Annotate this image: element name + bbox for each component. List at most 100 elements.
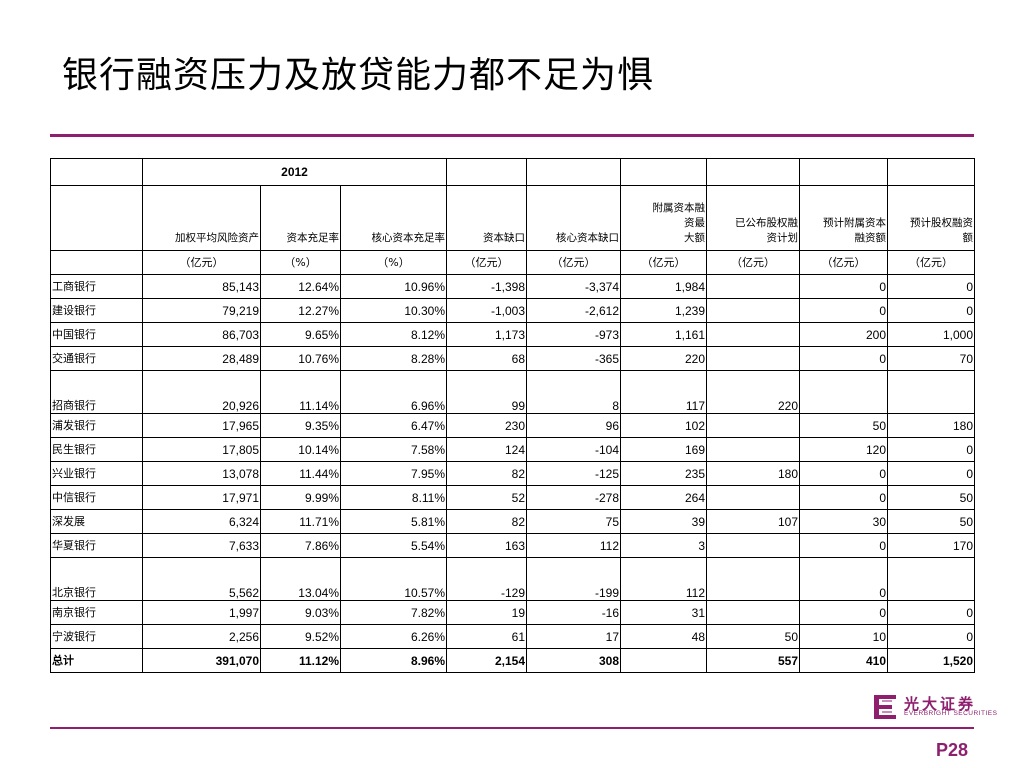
value-cell: -129: [446, 557, 528, 601]
bank-name-cell: 兴业银行: [50, 461, 143, 486]
bank-name-cell: 民生银行: [50, 437, 143, 462]
value-cell: 180: [887, 413, 976, 438]
unit-cell: （亿元）: [799, 250, 889, 275]
bank-name-cell: 中国银行: [50, 322, 143, 347]
value-cell: 1,173: [446, 322, 528, 347]
value-cell: 79,219: [142, 298, 261, 323]
value-cell: -365: [526, 346, 622, 371]
value-cell: 9.65%: [260, 322, 341, 347]
column-header: 核心资本缺口: [526, 185, 622, 251]
value-cell: 0: [799, 557, 889, 601]
value-cell: 48: [620, 624, 708, 649]
value-cell: 220: [620, 346, 708, 371]
column-header-line: 加权平均风险资产: [175, 232, 259, 244]
value-cell: 86,703: [142, 322, 261, 347]
empty-cell: [620, 158, 708, 186]
value-cell: 82: [446, 509, 528, 534]
table-row: 中国银行 86,703 9.65% 8.12% 1,173 -973 1,161 200 1,0…: [50, 322, 976, 347]
total-value-cell: 1,520: [887, 648, 976, 673]
logo-english-text: EVERBRIGHT SECURITIES: [904, 710, 998, 717]
bank-name-cell: 中信银行: [50, 485, 143, 510]
value-cell: 10.30%: [339, 298, 448, 323]
value-cell: -973: [526, 322, 622, 347]
value-cell: 235: [620, 461, 708, 486]
unit-cell: （亿元）: [142, 250, 261, 275]
bank-name-cell: 深发展: [50, 509, 143, 534]
total-value-cell: 8.96%: [339, 648, 448, 673]
bank-name-cell: 招商银行: [50, 370, 143, 414]
table-row: 交通银行 28,489 10.76% 8.28% 68 -365 220 0 70: [50, 346, 976, 371]
empty-cell: [799, 158, 889, 186]
value-cell: 20,926: [142, 370, 261, 414]
logo-chinese-text: 光大证券: [904, 695, 977, 713]
value-cell: 10.76%: [260, 346, 341, 371]
value-cell: 124: [446, 437, 528, 462]
column-header-line: 附属资本融: [652, 202, 706, 214]
value-cell: [706, 437, 801, 462]
value-cell: 9.35%: [260, 413, 341, 438]
value-cell: 220: [706, 370, 801, 414]
value-cell: [706, 346, 801, 371]
column-header-line: 额: [962, 232, 974, 244]
table-row: 兴业银行 13,078 11.44% 7.95% 82 -125 235 180 0 0: [50, 461, 976, 486]
value-cell: 1,161: [620, 322, 708, 347]
empty-cell: [446, 158, 528, 186]
column-header-row: 加权平均风险资产 资本充足率 核心资本充足率 资本缺口 核心资本缺口 附属资本融 资最 大额已…: [50, 185, 976, 251]
unit-cell: （亿元）: [706, 250, 801, 275]
value-cell: 10.57%: [339, 557, 448, 601]
table-row: 工商银行 85,143 12.64% 10.96% -1,398 -3,374 1,984 0…: [50, 274, 976, 299]
value-cell: 0: [887, 461, 976, 486]
value-cell: 3: [620, 533, 708, 558]
value-cell: [706, 533, 801, 558]
empty-cell: [526, 158, 622, 186]
value-cell: -2,612: [526, 298, 622, 323]
page-number: P28: [936, 740, 969, 760]
bank-name-cell: 浦发银行: [50, 413, 143, 438]
value-cell: 1,000: [887, 322, 976, 347]
empty-cell: [50, 158, 143, 186]
value-cell: -125: [526, 461, 622, 486]
value-cell: 9.03%: [260, 600, 341, 625]
value-cell: 8: [526, 370, 622, 414]
empty-cell: [50, 185, 143, 251]
column-header-line: 已公布股权融: [735, 217, 799, 229]
bank-name-cell: 南京银行: [50, 600, 143, 625]
value-cell: -1,003: [446, 298, 528, 323]
value-cell: [887, 370, 976, 414]
value-cell: 85,143: [142, 274, 261, 299]
total-label-cell: 总计: [50, 648, 143, 673]
value-cell: -1,398: [446, 274, 528, 299]
bank-name-cell: 建设银行: [50, 298, 143, 323]
slide-title: 银行融资压力及放贷能力都不足为惧: [62, 55, 655, 96]
bank-name-cell: 工商银行: [50, 274, 143, 299]
value-cell: 0: [799, 274, 889, 299]
value-cell: 50: [887, 509, 976, 534]
column-header: 核心资本充足率: [339, 185, 448, 251]
bank-name-cell: 交通银行: [50, 346, 143, 371]
table-row: 宁波银行 2,256 9.52% 6.26% 61 17 48 50 10 0: [50, 624, 976, 649]
column-header: 预计附属资本 融资额: [799, 185, 889, 251]
value-cell: 180: [706, 461, 801, 486]
value-cell: 75: [526, 509, 622, 534]
value-cell: 200: [799, 322, 889, 347]
column-header-line: 预计股权融资: [910, 217, 974, 229]
value-cell: 0: [799, 533, 889, 558]
value-cell: 230: [446, 413, 528, 438]
value-cell: -104: [526, 437, 622, 462]
value-cell: 31: [620, 600, 708, 625]
value-cell: [887, 557, 976, 601]
value-cell: 170: [887, 533, 976, 558]
value-cell: 19: [446, 600, 528, 625]
value-cell: 8.11%: [339, 485, 448, 510]
table-row: 民生银行 17,805 10.14% 7.58% 124 -104 169 120 0: [50, 437, 976, 462]
value-cell: -199: [526, 557, 622, 601]
value-cell: 102: [620, 413, 708, 438]
value-cell: 7.95%: [339, 461, 448, 486]
value-cell: 7.82%: [339, 600, 448, 625]
value-cell: 17,805: [142, 437, 261, 462]
value-cell: 96: [526, 413, 622, 438]
value-cell: 10.14%: [260, 437, 341, 462]
unit-cell: （%）: [260, 250, 341, 275]
value-cell: 169: [620, 437, 708, 462]
value-cell: 50: [887, 485, 976, 510]
